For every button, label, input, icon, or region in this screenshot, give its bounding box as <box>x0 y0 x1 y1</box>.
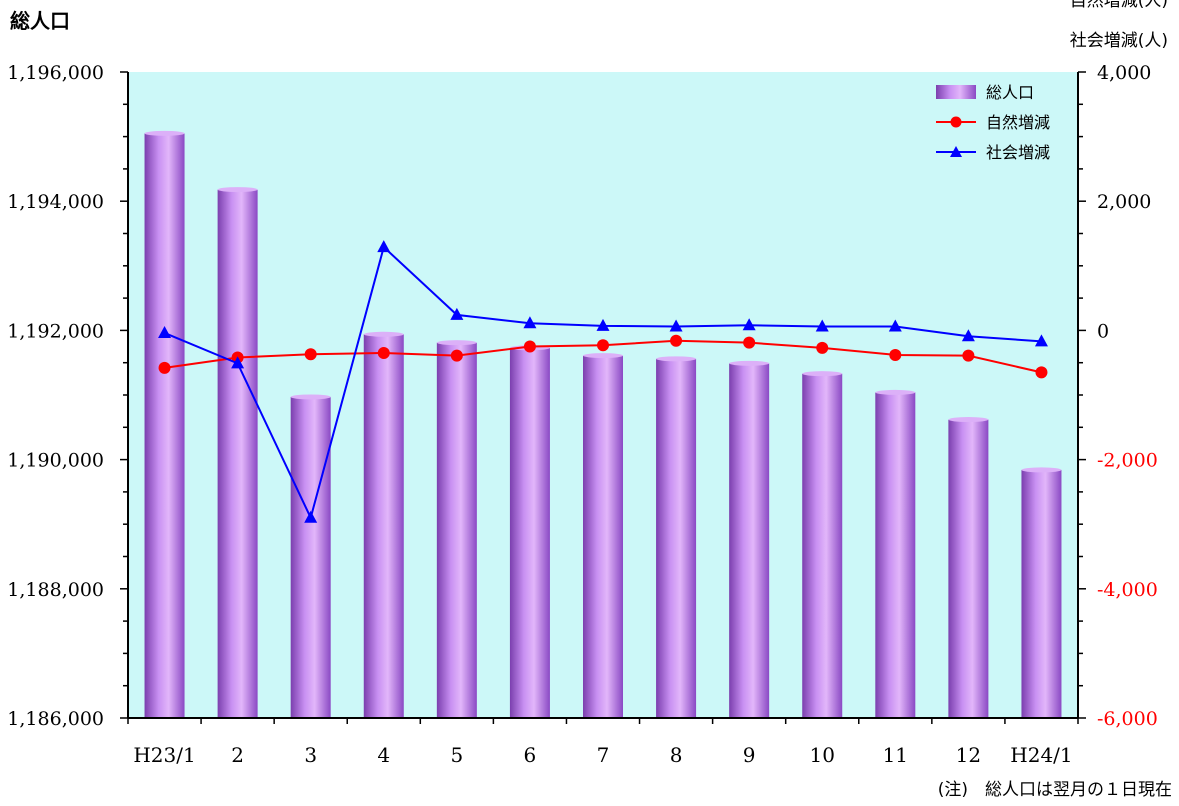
data-point <box>1035 366 1048 379</box>
bar <box>509 347 550 718</box>
axes-layer <box>120 71 1086 724</box>
data-point <box>304 348 317 361</box>
labels-layer: 1,186,000 1,188,000 1,190,000 1,192,000 1,19… <box>7 0 1172 800</box>
bar <box>656 358 697 718</box>
data-point <box>743 336 756 349</box>
x-tick-label: 3 <box>304 743 317 767</box>
data-point <box>158 325 172 338</box>
x-tick-label: H23/1 <box>133 743 195 767</box>
bar-cap <box>217 187 258 193</box>
data-point <box>377 347 390 360</box>
right-tick-label: 0 <box>1097 320 1109 342</box>
bar <box>436 342 477 718</box>
data-point <box>450 307 464 320</box>
x-tick-label: 5 <box>450 743 463 767</box>
bar-cap <box>436 340 477 346</box>
data-point <box>523 316 537 329</box>
x-tick-label: 11 <box>883 743 908 767</box>
bar-cap <box>583 353 623 359</box>
left-axis-title: 総人口 <box>10 9 70 33</box>
bar-cap <box>144 130 185 136</box>
bar <box>363 334 404 718</box>
left-tick-label: 1,188,000 <box>7 579 104 601</box>
bar <box>948 419 989 718</box>
x-tick-label: 4 <box>377 743 390 767</box>
left-tick-label: 1,196,000 <box>7 62 104 84</box>
right-tick-label: -6,000 <box>1097 708 1158 730</box>
bar-cap <box>363 331 404 337</box>
lines-layer <box>158 240 1048 523</box>
x-tick-label: 12 <box>956 743 981 767</box>
right-tick-label: -2,000 <box>1097 450 1158 472</box>
right-axis-title-social: 社会増減(人) <box>1070 31 1168 51</box>
bar-cap <box>656 356 697 362</box>
bars-layer <box>144 130 1062 718</box>
data-point <box>816 341 829 354</box>
data-point <box>961 329 975 342</box>
legend-swatch-bar <box>936 85 976 99</box>
data-point <box>962 349 975 362</box>
x-tick-label: 9 <box>743 743 756 767</box>
bar <box>583 355 623 718</box>
bar <box>217 189 258 718</box>
x-tick-label: 10 <box>810 743 835 767</box>
data-point <box>304 510 318 523</box>
data-point <box>523 340 536 353</box>
left-tick-label: 1,192,000 <box>7 320 104 342</box>
footnote: (注) 総人口は翌月の１日現在 <box>938 780 1172 800</box>
data-point <box>815 319 829 332</box>
left-tick-label: 1,190,000 <box>7 450 104 472</box>
x-tick-label: H24/1 <box>1010 743 1072 767</box>
bar <box>875 392 916 718</box>
data-point <box>888 319 902 332</box>
data-point <box>158 361 171 374</box>
data-point <box>1034 334 1048 347</box>
bar-cap <box>802 371 843 377</box>
right-tick-label: 2,000 <box>1097 191 1151 213</box>
bar <box>1021 469 1062 718</box>
x-tick-label: 2 <box>231 743 244 767</box>
left-tick-label: 1,194,000 <box>7 191 104 213</box>
right-axis-title-natural: 自然増減(人) <box>1070 0 1168 11</box>
data-point <box>450 349 463 362</box>
x-tick-label: 6 <box>524 743 537 767</box>
bar <box>290 396 331 718</box>
data-point <box>596 318 610 331</box>
data-point <box>742 318 756 331</box>
bar <box>729 363 770 718</box>
data-point <box>377 240 391 253</box>
legend-marker <box>950 116 962 128</box>
bar-cap <box>948 417 989 423</box>
bar-cap <box>729 360 770 366</box>
bar <box>144 133 185 718</box>
data-point <box>670 334 683 347</box>
bar-cap <box>290 394 331 400</box>
data-point <box>669 319 683 332</box>
legend-marker <box>950 146 962 157</box>
bar <box>802 373 843 718</box>
x-tick-label: 7 <box>597 743 610 767</box>
data-point <box>231 356 245 369</box>
data-point <box>597 339 609 352</box>
bar-cap <box>1021 467 1062 473</box>
bar-cap <box>875 389 916 395</box>
x-tick-label: 8 <box>670 743 683 767</box>
left-tick-label: 1,186,000 <box>7 708 104 730</box>
right-tick-label: 4,000 <box>1097 62 1151 84</box>
legend-label: 総人口 <box>986 83 1034 102</box>
data-point <box>889 348 902 361</box>
right-tick-label: -4,000 <box>1097 579 1158 601</box>
legend-label: 社会増減 <box>986 143 1050 162</box>
legend-label: 自然増減 <box>986 113 1050 132</box>
